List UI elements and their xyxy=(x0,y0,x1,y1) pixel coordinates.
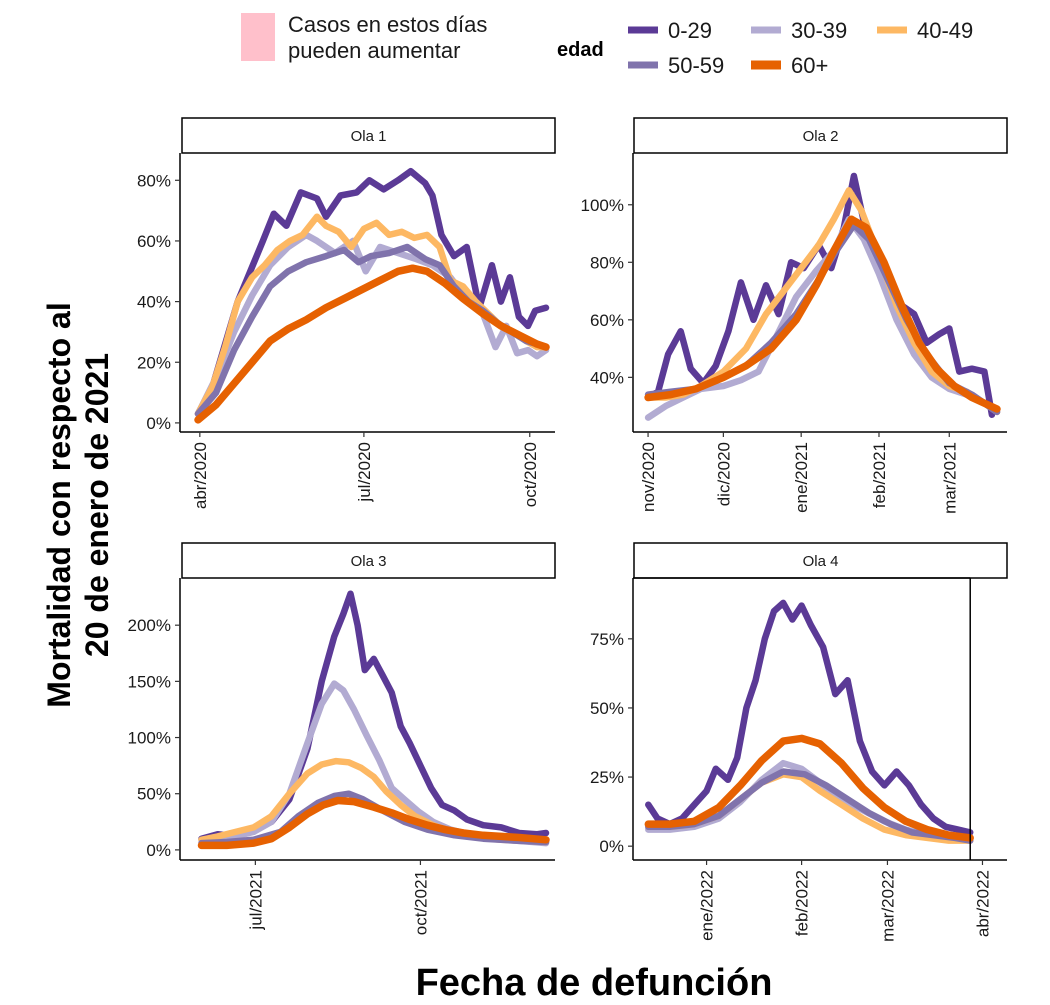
y-tick-label: 60% xyxy=(590,311,624,330)
panel-title: Ola 3 xyxy=(351,553,387,570)
y-tick-label: 75% xyxy=(590,630,624,649)
legend-shade-label-line2: pueden aumentar xyxy=(288,38,460,63)
y-tick-label: 80% xyxy=(590,253,624,272)
legend-label-30-39: 30-39 xyxy=(791,18,847,43)
panel-title: Ola 1 xyxy=(351,128,387,145)
series-line-60 xyxy=(644,734,974,842)
panel-title: Ola 2 xyxy=(803,128,839,145)
x-axis-title: Fecha de defunción xyxy=(416,962,773,1004)
series-line-40-49 xyxy=(198,757,550,846)
legend-label-0-29: 0-29 xyxy=(668,18,712,43)
x-tick-label: dic/2020 xyxy=(714,442,733,506)
y-tick-label: 80% xyxy=(137,171,171,190)
panel-ola-2: Ola 2 40% 60% 80% 100% nov/2020 dic/2020 ene/20… xyxy=(581,117,1008,514)
x-tick-label: mar/2022 xyxy=(878,870,897,942)
y-tick-label: 100% xyxy=(128,729,171,748)
y-tick-label: 20% xyxy=(137,353,171,372)
series-line-30-39 xyxy=(198,680,550,847)
panel-strip xyxy=(633,117,1008,154)
x-tick-label: jul/2021 xyxy=(246,870,265,931)
x-tick-label: feb/2022 xyxy=(793,870,812,936)
series-line-60 xyxy=(194,264,550,424)
panel-title: Ola 4 xyxy=(803,553,839,570)
y-tick-label: 40% xyxy=(137,293,171,312)
x-tick-label: oct/2020 xyxy=(521,442,540,507)
y-tick-label: 60% xyxy=(137,232,171,251)
series-line-60 xyxy=(644,215,1001,413)
x-tick-label: mar/2021 xyxy=(940,442,959,514)
panel-strip xyxy=(181,117,556,154)
panel-ola-3: Ola 3 0% 50% 100% 150% 200% jul/2021 oct/2021 xyxy=(128,542,556,935)
x-tick-label: ene/2021 xyxy=(792,442,811,513)
legend-shade-label-line1: Casos en estos días xyxy=(288,12,487,37)
legend-label-60: 60+ xyxy=(791,53,828,78)
y-axis-title-line2: 20 de enero de 2021 xyxy=(79,353,115,657)
legend-label-50-59: 50-59 xyxy=(668,53,724,78)
panel-ola-4: Ola 4 0% 25% 50% 75% ene/2022 feb/2022 mar/2022… xyxy=(590,542,1008,942)
y-tick-label: 150% xyxy=(128,672,171,691)
panels-group: Ola 1 0% 20% 40% 60% 80% abr/2020 jul/2020 oct/2… xyxy=(128,117,1008,942)
y-tick-label: 200% xyxy=(128,616,171,635)
legend-title: edad xyxy=(557,39,604,61)
panel-ola-1: Ola 1 0% 20% 40% 60% 80% abr/2020 jul/2020 oct/2… xyxy=(137,117,556,509)
y-tick-label: 0% xyxy=(146,414,171,433)
legend-label-40-49: 40-49 xyxy=(917,18,973,43)
panel-strip xyxy=(633,542,1008,579)
series-line-0-29 xyxy=(645,599,974,836)
x-tick-label: oct/2021 xyxy=(411,870,430,935)
x-tick-label: feb/2021 xyxy=(870,442,889,508)
y-tick-label: 25% xyxy=(590,768,624,787)
x-tick-label: ene/2022 xyxy=(698,870,717,941)
series-line-0-29 xyxy=(194,167,550,418)
x-tick-label: abr/2020 xyxy=(191,442,210,509)
x-tick-label: abr/2022 xyxy=(973,870,992,937)
x-tick-label: nov/2020 xyxy=(639,442,658,512)
y-axis-title-line1: Mortalidad con respecto al xyxy=(41,302,77,707)
legend: Casos en estos días pueden aumentar edad… xyxy=(241,12,973,78)
y-tick-label: 50% xyxy=(137,785,171,804)
y-tick-label: 0% xyxy=(599,837,624,856)
y-tick-label: 100% xyxy=(581,196,624,215)
y-tick-label: 0% xyxy=(146,841,171,860)
series-line-60 xyxy=(197,796,550,850)
y-tick-label: 50% xyxy=(590,699,624,718)
series-line-50-59 xyxy=(645,768,974,844)
legend-series-group: 0-29 30-39 40-49 50-59 60+ xyxy=(628,18,973,78)
y-tick-label: 40% xyxy=(590,368,624,387)
panel-strip xyxy=(181,542,556,579)
legend-shade-swatch xyxy=(241,13,275,61)
x-tick-label: jul/2020 xyxy=(355,442,374,503)
